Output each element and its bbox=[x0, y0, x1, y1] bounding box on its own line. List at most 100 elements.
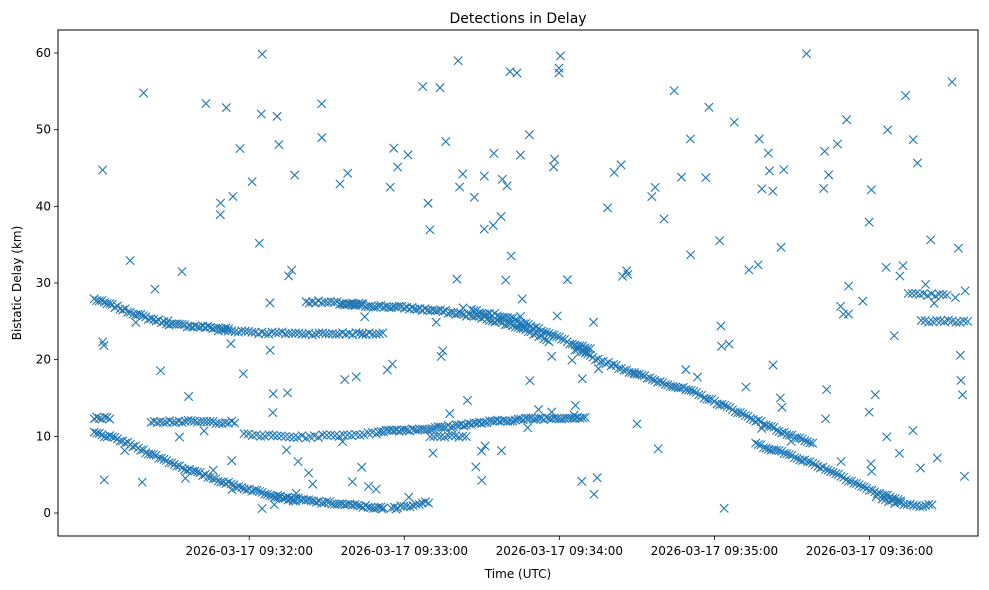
data-point-clutter bbox=[957, 390, 968, 400]
data-point-clutter bbox=[836, 301, 846, 311]
data-point-clutter bbox=[98, 165, 108, 175]
data-point-track-n bbox=[771, 445, 782, 455]
data-point-track-f bbox=[720, 400, 730, 410]
data-point-track-l bbox=[402, 425, 412, 435]
data-point-track-j bbox=[230, 418, 240, 428]
data-point-track-g bbox=[265, 490, 275, 501]
data-point-track-f bbox=[634, 369, 645, 379]
data-point-clutter bbox=[622, 266, 632, 276]
data-point-track-a bbox=[136, 309, 146, 320]
data-point-track-p bbox=[907, 288, 917, 299]
x-tick-label: 2026-03-17 09:35:00 bbox=[651, 544, 778, 558]
data-point-track-n bbox=[802, 457, 813, 467]
data-point-track-a bbox=[133, 309, 143, 319]
data-point-clutter bbox=[357, 329, 368, 339]
data-point-clutter bbox=[290, 170, 300, 180]
data-point-clutter bbox=[287, 265, 297, 275]
data-point-track-d bbox=[495, 316, 505, 327]
data-point-track-d bbox=[355, 299, 365, 309]
data-point-track-f bbox=[735, 408, 745, 418]
data-point-track-n bbox=[836, 471, 846, 481]
data-point-clutter bbox=[908, 425, 918, 436]
data-point-track-f bbox=[699, 393, 709, 403]
data-point-track-h bbox=[293, 493, 303, 503]
data-point-clutter bbox=[647, 191, 657, 202]
data-point-clutter bbox=[763, 148, 773, 158]
data-point-clutter bbox=[317, 99, 327, 109]
data-point-clutter bbox=[908, 135, 918, 145]
data-point-track-b bbox=[378, 328, 388, 338]
data-point-clutter bbox=[864, 217, 874, 227]
data-point-track-k bbox=[239, 429, 249, 439]
data-point-track-h bbox=[353, 500, 363, 510]
data-point-track-n bbox=[815, 463, 825, 473]
data-point-track-j bbox=[220, 418, 231, 428]
data-point-clutter bbox=[163, 316, 173, 326]
data-markers bbox=[89, 49, 973, 514]
data-point-track-q bbox=[916, 315, 926, 325]
data-point-track-f bbox=[717, 399, 727, 409]
data-point-clutter bbox=[589, 489, 599, 499]
data-point-clutter bbox=[340, 375, 350, 385]
data-point-track-f bbox=[745, 413, 756, 424]
data-point-clutter bbox=[488, 220, 498, 230]
data-point-clutter bbox=[867, 466, 877, 477]
data-point-track-e bbox=[523, 319, 533, 330]
data-point-track-o bbox=[924, 499, 934, 510]
data-point-track-r bbox=[99, 412, 110, 422]
data-point-track-n bbox=[782, 449, 792, 459]
data-point-track-n bbox=[849, 478, 859, 488]
data-point-clutter bbox=[653, 444, 663, 454]
data-point-clutter bbox=[235, 144, 245, 154]
data-point-track-n bbox=[826, 467, 836, 477]
data-point-clutter bbox=[174, 432, 185, 442]
data-point-track-f bbox=[619, 365, 629, 375]
data-point-clutter bbox=[455, 182, 465, 192]
data-point-clutter bbox=[959, 471, 970, 481]
x-tick-label: 2026-03-17 09:34:00 bbox=[496, 544, 623, 558]
y-tick-label: 10 bbox=[36, 429, 51, 443]
data-point-clutter bbox=[425, 225, 435, 235]
data-point-track-a bbox=[105, 299, 115, 309]
data-point-clutter bbox=[343, 168, 353, 178]
data-point-track-f bbox=[740, 410, 751, 421]
data-point-track-g bbox=[115, 436, 125, 446]
data-point-clutter bbox=[227, 485, 237, 495]
data-point-clutter bbox=[228, 191, 238, 202]
data-point-clutter bbox=[686, 250, 696, 260]
data-point-track-n bbox=[851, 478, 862, 489]
data-point-track-r bbox=[102, 412, 112, 422]
data-point-clutter bbox=[821, 414, 831, 424]
data-point-track-d bbox=[394, 301, 404, 311]
data-point-track-g bbox=[236, 482, 247, 493]
data-point-clutter bbox=[920, 279, 931, 289]
data-point-clutter bbox=[391, 504, 401, 514]
data-point-track-f bbox=[805, 438, 815, 448]
data-point-track-g bbox=[185, 464, 195, 474]
data-point-track-i bbox=[420, 497, 431, 507]
data-point-track-g bbox=[169, 459, 179, 469]
data-point-track-f bbox=[777, 428, 787, 438]
data-point-track-q bbox=[943, 315, 953, 325]
data-point-track-l bbox=[438, 422, 448, 432]
data-point-track-n bbox=[789, 453, 800, 463]
data-point-clutter bbox=[864, 407, 874, 417]
data-point-track-n bbox=[758, 443, 769, 453]
data-point-track-g bbox=[177, 463, 187, 473]
data-point-track-o bbox=[918, 501, 928, 512]
data-point-clutter bbox=[819, 183, 829, 194]
data-point-track-d bbox=[518, 323, 528, 333]
data-point-clutter bbox=[632, 419, 642, 429]
data-point-track-k bbox=[280, 431, 291, 442]
data-point-clutter bbox=[502, 181, 512, 191]
data-point-track-g bbox=[110, 432, 120, 442]
data-point-track-f bbox=[722, 402, 732, 412]
data-point-clutter bbox=[824, 170, 834, 180]
data-point-clutter bbox=[471, 462, 481, 472]
data-point-track-m bbox=[436, 431, 446, 442]
data-point-clutter bbox=[497, 174, 507, 184]
data-point-track-l bbox=[399, 425, 409, 435]
data-point-clutter bbox=[257, 49, 267, 59]
data-point-clutter bbox=[757, 423, 767, 433]
